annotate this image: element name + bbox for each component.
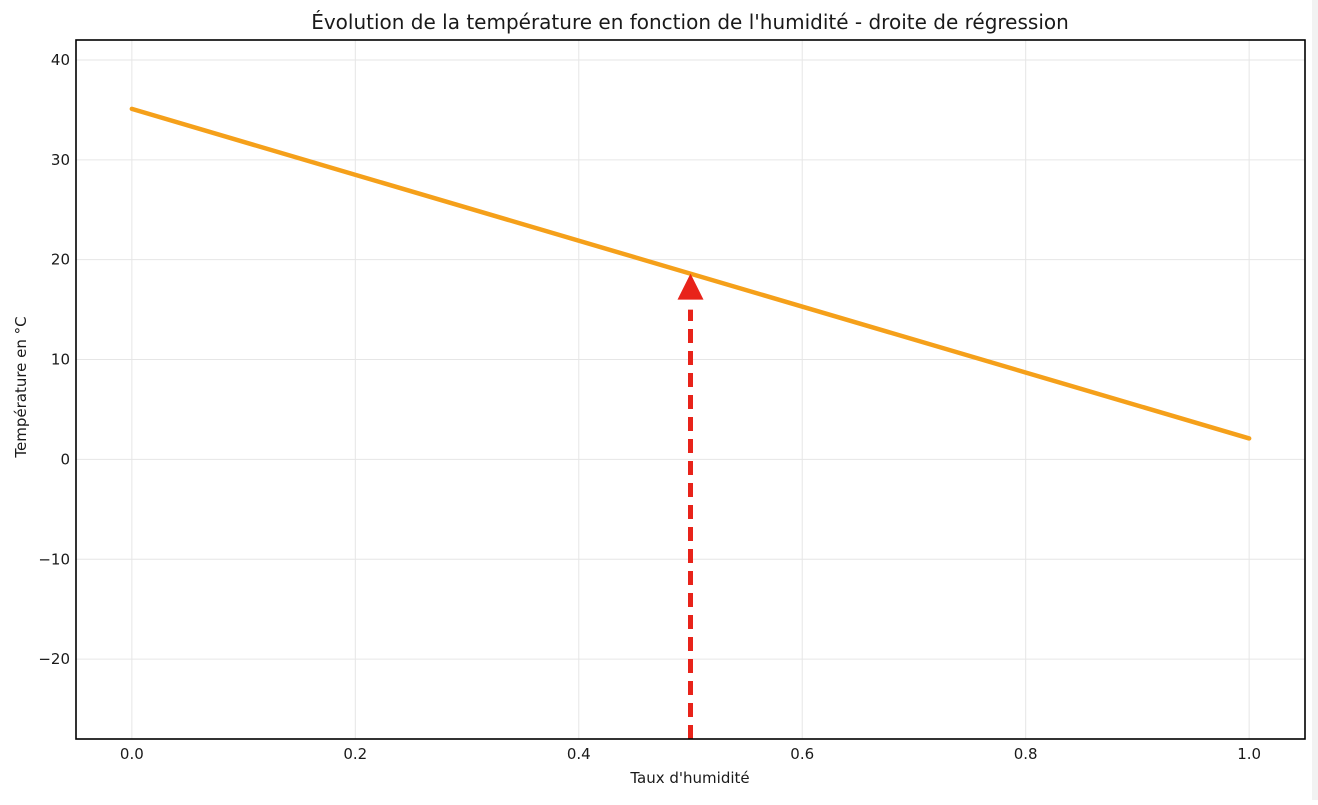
x-tick-label: 1.0: [1237, 745, 1261, 763]
grid-layer: [76, 40, 1305, 739]
chart-title: Évolution de la température en fonction …: [311, 10, 1069, 34]
x-tick-label: 0.6: [790, 745, 814, 763]
data-layer: [129, 106, 1252, 739]
x-axis-label: Taux d'humidité: [629, 769, 749, 787]
x-tick-label: 0.4: [567, 745, 591, 763]
plot-frame: [75, 39, 1306, 740]
y-axis-label: Température en °C: [12, 316, 30, 458]
window-edge: [1312, 0, 1318, 800]
y-tick-label: 10: [51, 351, 70, 369]
arrow-head: [677, 273, 704, 300]
y-tick-label: 30: [51, 151, 70, 169]
x-tick-label: 0.0: [120, 745, 144, 763]
y-tick-label: 20: [51, 251, 70, 269]
y-tick-label: −20: [38, 650, 70, 668]
y-tick-label: 40: [51, 51, 70, 69]
x-tick-label: 0.8: [1014, 745, 1038, 763]
tick-layer: 0.0 0.2 0.4 0.6 0.8 1.0 −20 −10 0 10 20 30 40: [38, 51, 1261, 763]
y-tick-label: 0: [60, 450, 70, 468]
x-tick-label: 0.2: [343, 745, 367, 763]
y-tick-label: −10: [38, 550, 70, 568]
